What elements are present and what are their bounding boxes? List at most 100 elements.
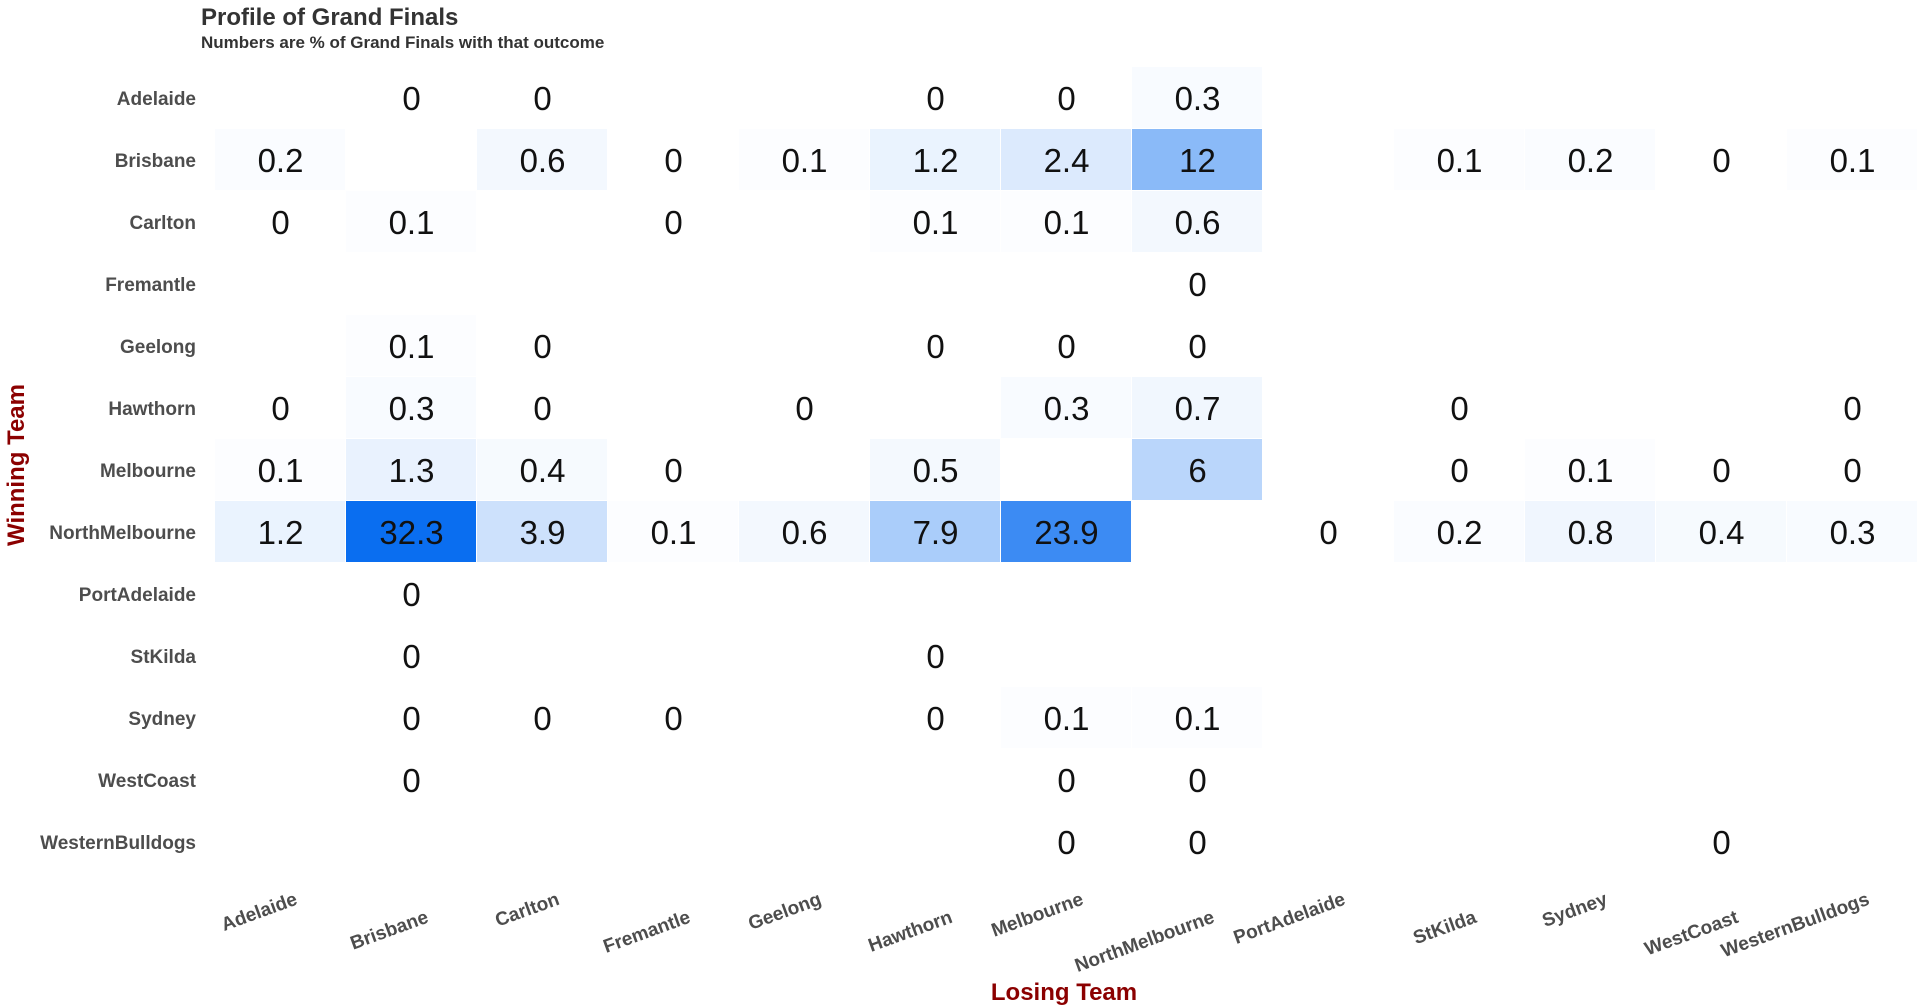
heatmap-cell-carlton-hawthorn [870,191,1000,252]
cell-value-label: 0.3 [1044,390,1090,427]
heatmap-cell-melbourne-hawthorn [870,439,1000,500]
heatmap-cell-geelong-melbourne [1001,315,1131,376]
cell-value-label: 0 [1188,762,1206,799]
cell-value-label: 0.3 [389,390,435,427]
heatmap-cell-northmelbourne-portadelaide [1263,501,1393,562]
heatmap-cell-melbourne-carlton [477,439,607,500]
heatmap-cell-sydney-brisbane [346,687,476,748]
heatmap-cell-brisbane-geelong [739,129,869,190]
column-label-melbourne: Melbourne [989,889,1086,942]
cell-value-label: 0.3 [1175,80,1221,117]
heatmap-cell-adelaide-melbourne [1001,67,1131,128]
cell-value-label: 0.6 [520,142,566,179]
heatmap-cell-stkilda-brisbane [346,625,476,686]
row-label-westcoast: WestCoast [98,771,197,792]
heatmap-cell-sydney-fremantle [608,687,738,748]
cell-value-label: 2.4 [1044,142,1090,179]
heatmap-cell-sydney-hawthorn [870,687,1000,748]
cell-value-label: 0.1 [389,328,435,365]
heatmap-cell-hawthorn-stkilda [1394,377,1524,438]
cell-value-label: 0.3 [1830,514,1876,551]
cell-value-label: 23.9 [1034,514,1098,551]
cell-value-label: 0 [533,80,551,117]
column-label-northmelbourne: NorthMelbourne [1072,907,1217,977]
cell-value-label: 12 [1179,142,1216,179]
cell-value-label: 0 [271,390,289,427]
cell-value-label: 0.1 [1568,452,1614,489]
y-axis-title: Winning Team [3,384,30,546]
row-label-hawthorn: Hawthorn [108,399,196,420]
heatmap-cell-northmelbourne-stkilda [1394,501,1524,562]
cell-value-label: 0 [1188,266,1206,303]
row-label-fremantle: Fremantle [105,275,196,296]
heatmap-cell-melbourne-westcoast [1656,439,1786,500]
heatmap-cell-hawthorn-brisbane [346,377,476,438]
heatmap-cell-melbourne-northmelbourne [1132,439,1262,500]
heatmap-cell-hawthorn-adelaide [215,377,345,438]
row-label-westernbulldogs: WesternBulldogs [40,833,196,854]
row-label-adelaide: Adelaide [117,89,196,110]
cell-value-label: 0 [1712,824,1730,861]
heatmap-cell-carlton-northmelbourne [1132,191,1262,252]
heatmap-cell-hawthorn-westernbulldogs [1787,377,1917,438]
cell-value-label: 0.2 [1437,514,1483,551]
row-label-melbourne: Melbourne [100,461,196,482]
cell-value-label: 0.1 [913,204,959,241]
cell-value-label: 0 [1843,452,1861,489]
heatmap-cell-brisbane-carlton [477,129,607,190]
heatmap-cell-sydney-melbourne [1001,687,1131,748]
row-label-brisbane: Brisbane [115,151,196,172]
cell-value-label: 0 [664,142,682,179]
cell-value-label: 0.2 [1568,142,1614,179]
cell-value-label: 0 [1057,824,1075,861]
heatmap-cell-northmelbourne-hawthorn [870,501,1000,562]
cell-value-label: 0.4 [1699,514,1745,551]
cell-value-label: 7.9 [913,514,959,551]
cell-value-label: 0 [1450,390,1468,427]
heatmap-cell-northmelbourne-westcoast [1656,501,1786,562]
cell-value-label: 3.9 [520,514,566,551]
cell-value-label: 0 [1188,328,1206,365]
cell-value-label: 0 [1450,452,1468,489]
heatmap-cell-westernbulldogs-northmelbourne [1132,811,1262,872]
cell-value-label: 0.8 [1568,514,1614,551]
chart-title: Profile of Grand Finals [201,4,458,31]
cell-value-label: 0.7 [1175,390,1221,427]
cell-value-label: 0.1 [1175,700,1221,737]
heatmap-cell-brisbane-northmelbourne [1132,129,1262,190]
cell-value-label: 0 [926,80,944,117]
row-label-sydney: Sydney [128,709,196,730]
heatmap-cell-northmelbourne-geelong [739,501,869,562]
cell-value-label: 0 [533,700,551,737]
cell-value-label: 0 [402,576,420,613]
row-label-geelong: Geelong [120,337,196,358]
row-label-carlton: Carlton [130,213,197,234]
heatmap-cell-westcoast-melbourne [1001,749,1131,810]
cell-value-label: 0 [1057,328,1075,365]
cell-value-label: 0 [402,700,420,737]
cell-value-label: 0 [926,638,944,675]
column-label-adelaide: Adelaide [219,889,301,936]
cell-value-label: 0 [402,638,420,675]
heatmap-cell-melbourne-sydney [1525,439,1655,500]
heatmap-cell-northmelbourne-melbourne [1001,501,1131,562]
column-label-stkilda: StKilda [1411,907,1480,949]
heatmap-cell-brisbane-sydney [1525,129,1655,190]
heatmap-cell-brisbane-hawthorn [870,129,1000,190]
cell-value-label: 32.3 [379,514,443,551]
cell-value-label: 1.2 [913,142,959,179]
heatmap-cell-brisbane-adelaide [215,129,345,190]
cell-value-label: 0.4 [520,452,566,489]
heatmap-cell-carlton-melbourne [1001,191,1131,252]
column-tick-labels: Adelaide Brisbane Carlton Fremantle Geelong H… [219,889,1873,977]
heatmap-cell-sydney-northmelbourne [1132,687,1262,748]
heatmap-cell-brisbane-westcoast [1656,129,1786,190]
heatmap-cell-fremantle-northmelbourne [1132,253,1262,314]
column-label-fremantle: Fremantle [601,907,694,958]
cell-value-label: 6 [1188,452,1206,489]
cell-value-label: 0 [1057,762,1075,799]
cell-value-label: 0.1 [258,452,304,489]
heatmap-cell-northmelbourne-westernbulldogs [1787,501,1917,562]
cell-value-label: 0 [1712,142,1730,179]
column-label-hawthorn: Hawthorn [866,907,956,957]
